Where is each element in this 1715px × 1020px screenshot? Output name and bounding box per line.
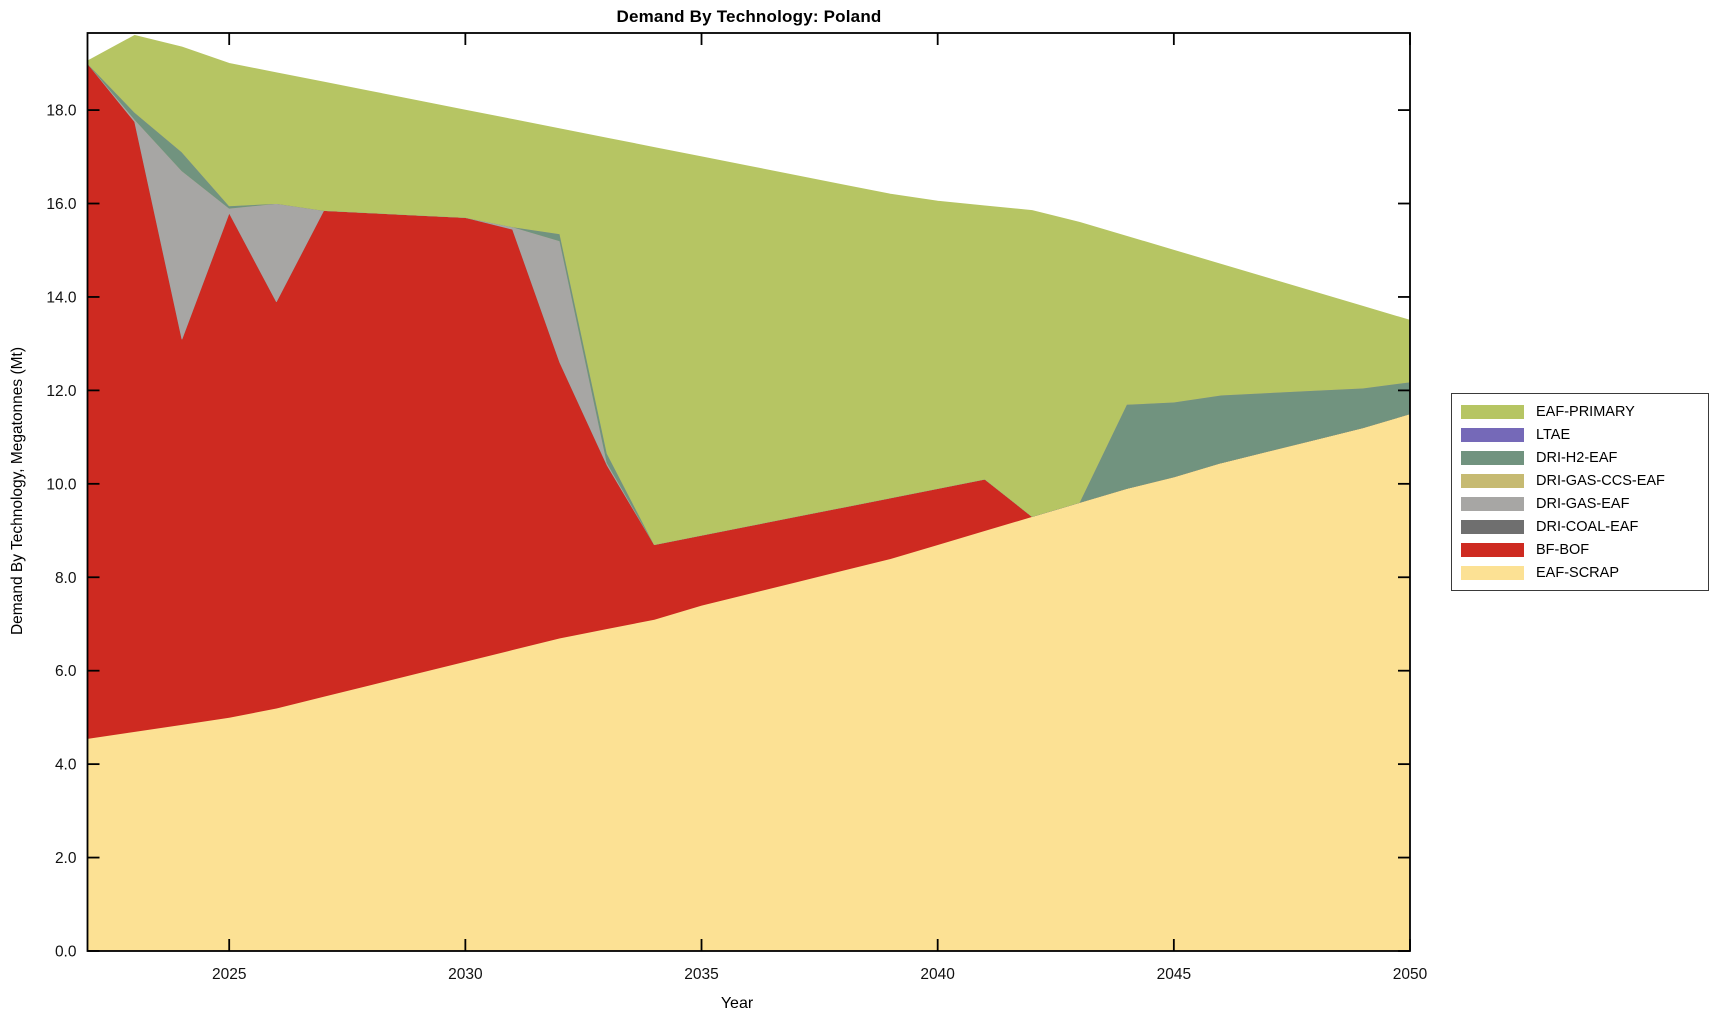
x-tick-label: 2050 [1393, 966, 1428, 983]
legend-swatch [1461, 565, 1524, 580]
y-tick-label: 10.0 [46, 476, 77, 493]
legend-item-dri-coal-eaf: DRI-COAL-EAF [1452, 516, 1708, 538]
legend-label: EAF-PRIMARY [1536, 403, 1635, 420]
y-tick-label: 8.0 [55, 570, 77, 587]
legend-item-bf-bof: BF-BOF [1452, 539, 1708, 561]
y-axis-title: Demand By Technology, Megatonnes (Mt) [9, 346, 26, 636]
legend-swatch [1461, 542, 1524, 557]
x-axis-title: Year [720, 995, 754, 1012]
y-tick-label: 14.0 [46, 289, 77, 306]
legend-swatch [1461, 404, 1524, 419]
y-tick-label: 16.0 [46, 196, 77, 213]
legend-item-ltae: LTAE [1452, 424, 1708, 446]
legend-label: BF-BOF [1536, 541, 1590, 558]
x-tick-label: 2045 [1157, 966, 1191, 983]
legend-swatch [1461, 519, 1524, 534]
chart-title: Demand By Technology: Poland [616, 7, 882, 26]
legend-label: DRI-COAL-EAF [1536, 518, 1639, 535]
legend-label: DRI-GAS-EAF [1536, 495, 1630, 512]
legend-swatch [1461, 427, 1524, 442]
legend-item-dri-gas-ccs-eaf: DRI-GAS-CCS-EAF [1452, 470, 1708, 492]
legend-swatch [1461, 450, 1524, 465]
legend-label: EAF-SCRAP [1536, 564, 1619, 581]
legend-item-eaf-scrap: EAF-SCRAP [1452, 562, 1708, 584]
y-tick-label: 6.0 [55, 663, 77, 680]
y-tick-label: 4.0 [55, 757, 77, 774]
y-tick-label: 2.0 [55, 850, 77, 867]
legend-label: LTAE [1536, 426, 1571, 443]
legend-item-eaf-primary: EAF-PRIMARY [1452, 401, 1708, 423]
legend-swatch [1461, 473, 1524, 488]
x-tick-label: 2025 [212, 966, 246, 983]
x-tick-label: 2040 [920, 966, 955, 983]
x-tick-label: 2030 [448, 966, 483, 983]
y-tick-label: 0.0 [55, 944, 77, 961]
legend-swatch [1461, 496, 1524, 511]
x-tick-label: 2035 [684, 966, 718, 983]
y-tick-label: 12.0 [46, 383, 77, 400]
legend: EAF-PRIMARY LTAE DRI-H2-EAF DRI-GAS-CCS-EAF… [1451, 393, 1709, 591]
legend-label: DRI-H2-EAF [1536, 449, 1618, 466]
y-tick-label: 18.0 [46, 103, 77, 120]
plot-border [86, 32, 1411, 952]
legend-label: DRI-GAS-CCS-EAF [1536, 472, 1665, 489]
legend-item-dri-gas-eaf: DRI-GAS-EAF [1452, 493, 1708, 515]
legend-item-dri-h2-eaf: DRI-H2-EAF [1452, 447, 1708, 469]
